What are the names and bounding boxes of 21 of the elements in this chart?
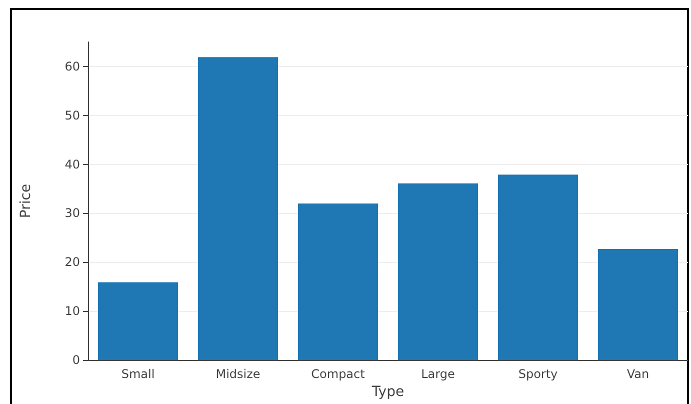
y-axis-title: Price [18,184,34,218]
y-tick-label: 30 [64,206,80,220]
bar [598,248,678,360]
x-tick-label: Large [421,367,455,381]
x-tick-label: Midsize [216,367,260,381]
x-tick-label: Sporty [518,367,558,381]
y-tick-label: 50 [64,108,80,122]
bar [198,57,278,360]
x-axis-title: Type [370,384,404,400]
x-tick-label: Compact [311,367,366,381]
x-tick-label: Van [626,367,650,381]
y-tick-label: 40 [64,157,80,172]
bar [98,282,178,360]
bar [398,183,478,360]
y-tick-label: 60 [64,59,80,74]
y-tick-label: 20 [64,255,80,270]
bar [298,203,378,360]
bar [498,174,578,360]
y-tick-label: 0 [72,353,80,367]
y-tick-label: 10 [64,304,80,318]
x-tick-label: Small [121,367,155,381]
